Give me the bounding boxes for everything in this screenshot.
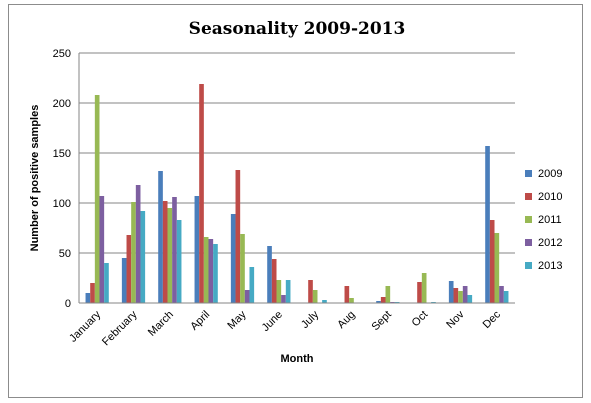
bar-2010-June xyxy=(271,259,277,303)
y-tick-label: 100 xyxy=(53,198,71,210)
y-tick-label: 0 xyxy=(65,298,71,310)
legend: 2009 2010 2011 2012 2013 xyxy=(525,168,562,272)
bar-2012-May xyxy=(244,290,250,303)
bar-2011-Aug xyxy=(349,298,354,303)
x-tick-label: Sept xyxy=(369,309,393,333)
bar-2009-Sept xyxy=(376,301,381,303)
bar-2009-April xyxy=(194,196,200,303)
bar-2009-January xyxy=(85,293,91,303)
x-tick-label: Oct xyxy=(410,309,431,330)
bar-2011-Oct xyxy=(421,273,427,303)
bar-2012-Nov xyxy=(462,286,468,303)
x-axis-label: Month xyxy=(281,353,314,365)
legend-swatch-2012 xyxy=(525,239,532,246)
bar-2010-Sept xyxy=(380,297,386,303)
x-tick-label: Aug xyxy=(335,309,357,331)
bars xyxy=(85,84,509,303)
legend-swatch-2013 xyxy=(525,262,532,269)
bar-2009-May xyxy=(230,214,236,303)
bar-2010-Aug xyxy=(344,286,350,303)
bar-2010-Nov xyxy=(453,288,459,303)
bar-2013-April xyxy=(213,244,218,303)
legend-label-2011: 2011 xyxy=(538,214,562,226)
bar-2012-January xyxy=(99,196,105,303)
y-tick-label: 50 xyxy=(59,248,71,260)
y-axis-ticks: 0 50 100 150 200 250 xyxy=(53,48,71,310)
bar-2010-Dec xyxy=(489,220,495,303)
bar-2013-January xyxy=(104,263,109,303)
bar-2010-January xyxy=(90,283,95,303)
bar-2013-February xyxy=(140,211,146,303)
bar-2010-April xyxy=(199,84,204,303)
bar-2011-Dec xyxy=(494,233,500,303)
bar-2011-May xyxy=(240,234,245,303)
bar-2013-June xyxy=(285,280,291,303)
y-tick-label: 250 xyxy=(53,48,71,60)
legend-label-2009: 2009 xyxy=(538,168,562,180)
x-tick-label: June xyxy=(260,309,285,334)
bar-2011-January xyxy=(94,95,100,303)
x-tick-label: May xyxy=(225,308,249,332)
bar-2010-February xyxy=(126,235,132,303)
x-tick-label: Dec xyxy=(481,308,504,331)
y-axis-label: Number of positive samples xyxy=(29,105,41,252)
bar-2013-May xyxy=(249,267,255,303)
legend-label-2012: 2012 xyxy=(538,237,562,249)
bar-2010-March xyxy=(162,201,168,303)
legend-swatch-2009 xyxy=(525,170,532,177)
y-tick-label: 200 xyxy=(53,98,71,110)
bar-2010-May xyxy=(235,170,241,303)
bar-2011-March xyxy=(167,208,173,303)
bar-2011-June xyxy=(276,280,282,303)
legend-label-2010: 2010 xyxy=(538,191,562,203)
bar-2009-March xyxy=(158,171,163,303)
x-tick-label: March xyxy=(146,309,176,339)
y-tick-label: 150 xyxy=(53,148,71,160)
bar-2011-Sept xyxy=(385,286,391,303)
x-tick-label: February xyxy=(100,308,140,348)
bar-2009-Nov xyxy=(448,281,454,303)
bar-2009-June xyxy=(267,246,272,303)
bar-2011-February xyxy=(131,202,136,303)
legend-swatch-2010 xyxy=(525,193,532,200)
x-tick-label: April xyxy=(188,309,212,333)
bar-2012-Dec xyxy=(499,286,504,303)
chart-title: Seasonality 2009-2013 xyxy=(189,19,406,39)
bar-2013-March xyxy=(176,220,182,303)
bar-2013-Dec xyxy=(503,291,509,303)
bar-2012-March xyxy=(172,197,177,303)
bar-2012-June xyxy=(281,295,286,303)
bar-2012-April xyxy=(208,239,214,303)
x-tick-label: July xyxy=(299,308,322,331)
bar-2010-July xyxy=(308,280,313,303)
bar-2011-April xyxy=(203,237,209,303)
bar-2011-July xyxy=(312,290,318,303)
grid-lines xyxy=(79,52,515,254)
bar-2013-Nov xyxy=(467,295,473,303)
legend-label-2013: 2013 xyxy=(538,260,562,272)
x-tick-label: Nov xyxy=(444,308,467,331)
bar-2010-Oct xyxy=(417,282,422,303)
bar-2013-July xyxy=(322,300,327,303)
bar-2009-February xyxy=(121,258,127,303)
x-tick-label: January xyxy=(67,308,104,345)
bar-2011-Nov xyxy=(458,291,463,303)
legend-swatch-2011 xyxy=(525,216,532,223)
bar-2009-Dec xyxy=(485,146,490,303)
bar-2012-February xyxy=(135,185,141,303)
